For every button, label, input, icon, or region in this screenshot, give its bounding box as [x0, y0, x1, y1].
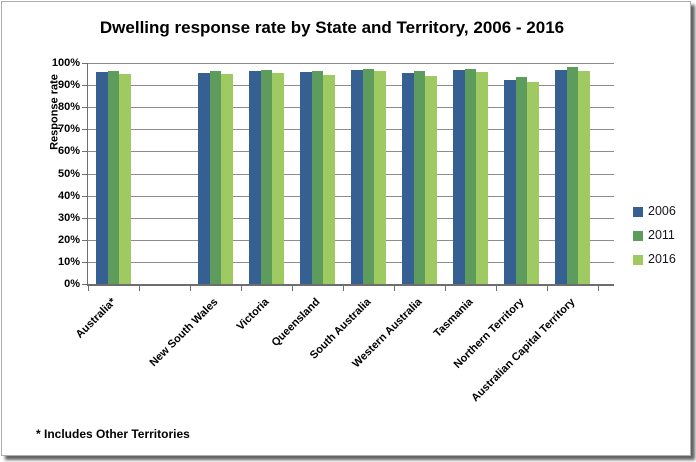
bar-2011-australian-capital-territory	[566, 67, 579, 284]
x-tick	[394, 286, 395, 291]
bar-2006-australia	[96, 71, 108, 284]
bar-2006-queensland	[300, 71, 312, 284]
gridline-60	[88, 151, 614, 153]
dwelling-response-rate-chart: Dwelling response rate by State and Terr…	[1, 1, 691, 456]
y-tick-label-50: 50%	[57, 167, 80, 180]
footnote: * Includes Other Territories	[36, 427, 190, 441]
x-axis-line	[87, 284, 614, 286]
legend: 2006 2011 2016	[633, 205, 676, 277]
y-tick-label-20: 20%	[57, 233, 80, 246]
gridline-10	[88, 261, 614, 263]
bar-2011-queensland	[311, 70, 324, 284]
y-tick-label-70: 70%	[57, 123, 80, 136]
bar-2006-northern-territory	[504, 79, 516, 284]
y-axis-line	[87, 63, 88, 284]
x-tick	[139, 286, 140, 291]
chart-title: Dwelling response rate by State and Terr…	[99, 18, 565, 37]
legend-swatch-2006	[633, 206, 643, 217]
gridline-50	[88, 173, 614, 175]
plot-area: 0% 10% 20% 30% 40% 50% 60% 70% 80% 90% 100% Austral…	[52, 58, 614, 404]
y-tick-label-40: 40%	[57, 189, 80, 202]
legend-label-2016: 2016	[648, 252, 676, 266]
x-axis-label-tasmania: Tasmania	[431, 296, 475, 340]
bar-2016-australia	[119, 74, 131, 284]
y-tick	[82, 284, 87, 285]
y-tick	[82, 239, 87, 241]
bar-2006-australian-capital-territory	[555, 69, 567, 284]
y-tick-label-60: 60%	[57, 145, 80, 158]
bar-2006-new-south-wales	[198, 72, 210, 284]
x-axis-label-australia: Australia*	[73, 296, 118, 341]
gridline-20	[88, 239, 614, 241]
legend-item-2016: 2016	[633, 253, 676, 266]
x-tick	[598, 286, 599, 291]
y-tick	[82, 173, 87, 175]
x-tick	[292, 286, 293, 291]
bar-2011-victoria	[260, 69, 273, 284]
legend-swatch-2011	[633, 230, 643, 241]
x-tick	[88, 286, 89, 291]
gridline-100	[88, 63, 614, 64]
bar-2011-tasmania	[464, 68, 477, 284]
y-tick	[82, 195, 87, 197]
bar-2006-western-australia	[402, 72, 414, 284]
bar-2016-tasmania	[476, 71, 488, 284]
x-tick	[190, 286, 191, 291]
legend-item-2011: 2011	[633, 229, 676, 242]
legend-item-2006: 2006	[633, 205, 676, 218]
x-axis-label-australian-capital-territory: Australian Capital Territory	[468, 296, 577, 405]
bar-2006-tasmania	[453, 69, 465, 284]
bar-2011-australia	[107, 70, 120, 284]
bar-2011-northern-territory	[515, 77, 528, 284]
bar-2016-australian-capital-territory	[578, 70, 590, 284]
y-tick-label-10: 10%	[57, 255, 80, 268]
x-tick	[343, 286, 344, 291]
y-tick	[82, 107, 87, 109]
bar-2006-south-australia	[351, 69, 363, 284]
x-tick	[496, 286, 497, 291]
bar-2016-northern-territory	[527, 81, 539, 284]
y-tick-label-100: 100%	[51, 57, 80, 69]
gridline-30	[88, 217, 614, 219]
legend-label-2006: 2006	[648, 204, 676, 218]
bar-2006-victoria	[249, 70, 261, 284]
bar-2016-victoria	[272, 72, 284, 284]
y-tick	[82, 85, 87, 87]
bar-2016-queensland	[323, 75, 335, 284]
bar-2016-western-australia	[425, 76, 437, 284]
gridline-90	[88, 85, 614, 87]
gridline-80	[88, 107, 614, 109]
bar-2016-new-south-wales	[221, 74, 233, 284]
y-tick-label-90: 90%	[57, 79, 80, 92]
y-tick	[82, 261, 87, 263]
bar-2011-new-south-wales	[209, 70, 222, 284]
x-axis-label-queensland: Queensland	[268, 296, 322, 350]
gridline-70	[88, 129, 614, 131]
gridline-40	[88, 195, 614, 197]
x-tick	[445, 286, 446, 291]
x-axis-label-victoria: Victoria	[234, 296, 271, 333]
legend-swatch-2016	[633, 254, 643, 265]
y-tick	[82, 129, 87, 131]
y-tick	[82, 217, 87, 219]
y-tick	[82, 151, 87, 153]
bar-2016-south-australia	[374, 70, 386, 284]
x-axis-label-new-south-wales: New South Wales	[146, 296, 220, 370]
x-tick	[241, 286, 242, 291]
y-tick	[82, 63, 87, 64]
x-tick	[547, 286, 548, 291]
y-tick-label-0: 0%	[64, 278, 80, 290]
bar-2011-south-australia	[362, 68, 375, 284]
bar-2011-western-australia	[413, 70, 426, 284]
y-tick-label-80: 80%	[57, 101, 80, 114]
y-tick-label-30: 30%	[57, 211, 80, 224]
legend-label-2011: 2011	[648, 228, 675, 242]
